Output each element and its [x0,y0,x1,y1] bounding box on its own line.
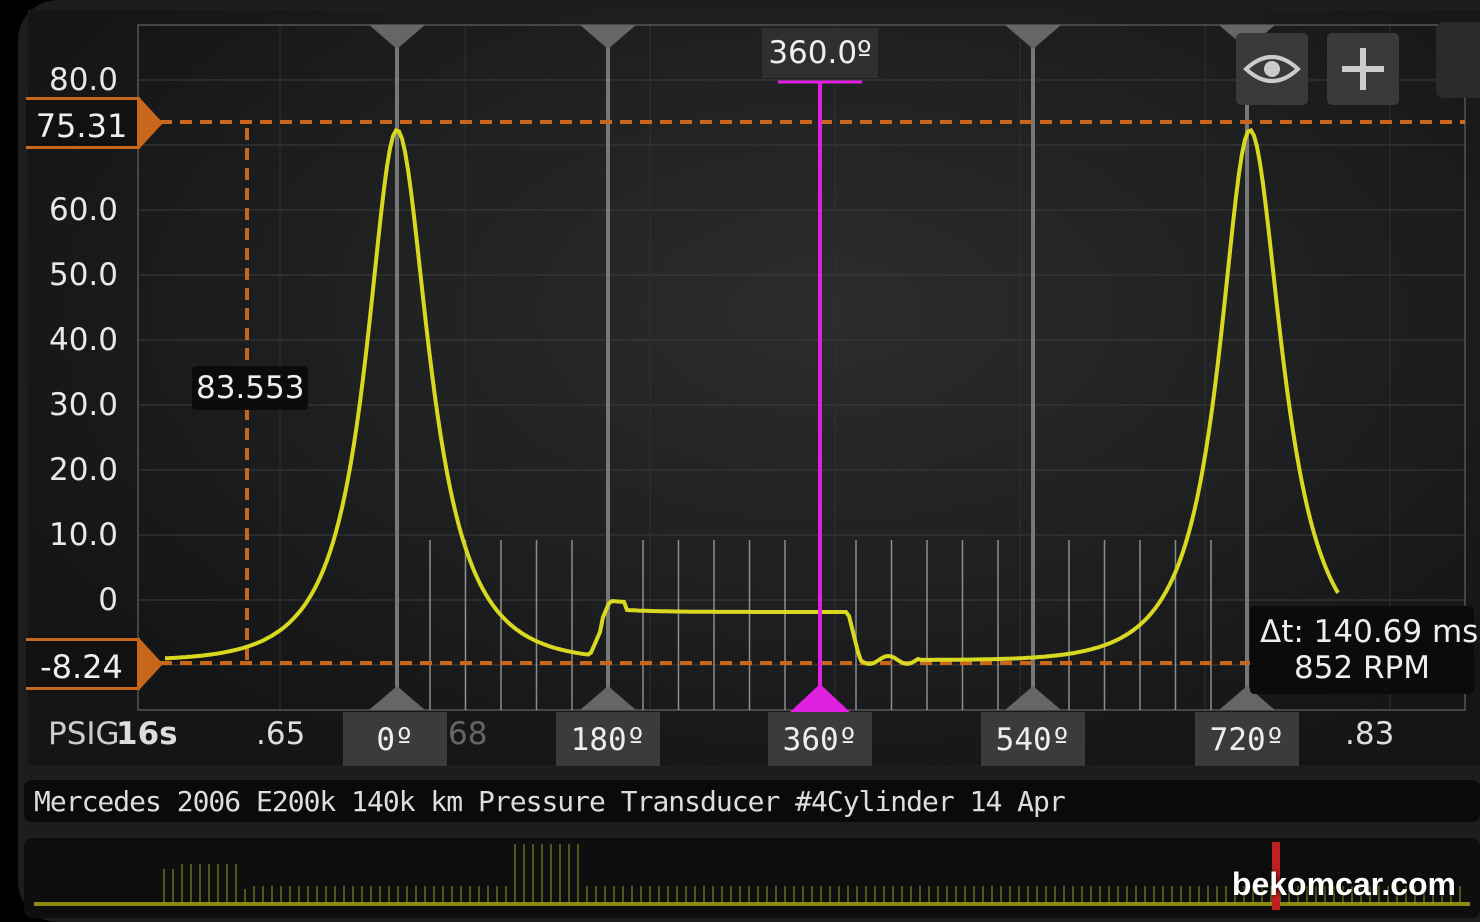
capture-title: Mercedes 2006 E200k 140k km Pressure Tra… [24,780,1480,822]
y-tick: 20.0 [48,452,118,488]
overview-position-marker [1272,842,1280,910]
y-tick: 80.0 [48,62,118,98]
measurement-box: Δt: 140.69 ms 852 RPM [1250,606,1479,694]
add-button[interactable] [1327,33,1399,105]
eye-icon [1243,55,1301,83]
rpm-value: 852 RPM [1293,650,1430,686]
cursor-delta-label: 83.553 [192,366,309,410]
lower-cursor-handle[interactable]: -8.24 [26,638,163,690]
rotation-label-360[interactable]: 360º [768,712,872,766]
pressure-trace [164,127,1340,667]
rotation-handle-bottom [580,686,636,710]
watermark: bekomcar.com [1231,866,1456,902]
y-tick: 30.0 [48,387,118,423]
rotation-label-720[interactable]: 720º [1195,712,1299,766]
rotation-handle-top [580,25,636,49]
plus-icon [1342,48,1384,90]
rotation-marker-label[interactable]: 360.0º [762,28,878,78]
buffer-overview[interactable] [24,838,1480,918]
rotation-label-540[interactable]: 540º [981,712,1085,766]
y-tick: 60.0 [48,192,118,228]
delta-time: Δt: 140.69 ms [1260,614,1479,650]
x-tick: .65 [256,716,306,752]
overview-waveform [34,842,1470,910]
rotation-label-0[interactable]: 0º [343,712,447,766]
upper-cursor-handle[interactable]: 75.31 [26,97,163,149]
rotation-marker-handle [790,684,850,712]
x-tick: .83 [1345,716,1395,752]
x-tick: 16s [116,716,178,752]
view-button[interactable] [1236,33,1308,105]
rotation-handle-top [1005,25,1061,49]
y-tick: 0 [98,582,118,618]
rotation-handle-bottom [1219,686,1275,710]
rotation-handle-bottom [369,686,425,710]
x-tick: 68 [448,716,488,752]
rotation-label-180[interactable]: 180º [556,712,660,766]
rotation-handle-top [369,25,425,49]
y-tick: 50.0 [48,257,118,293]
rotation-handle-bottom [1005,686,1061,710]
y-unit-label: PSIG [48,716,120,752]
side-panel-handle[interactable] [1436,22,1480,98]
y-tick: 10.0 [48,517,118,553]
y-tick: 40.0 [48,322,118,358]
